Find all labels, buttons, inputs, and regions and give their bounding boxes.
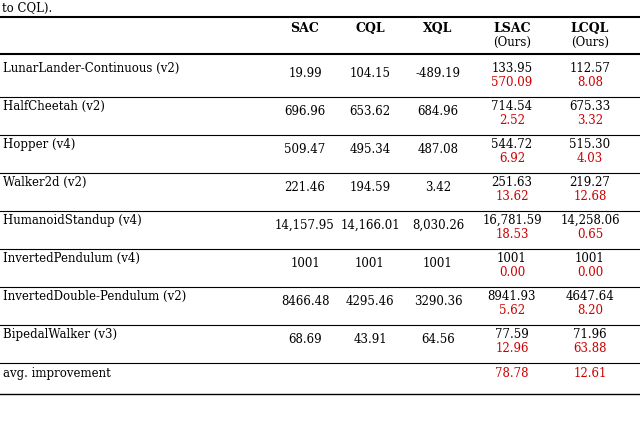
- Text: 544.72: 544.72: [492, 138, 532, 151]
- Text: 696.96: 696.96: [284, 105, 326, 118]
- Text: 133.95: 133.95: [492, 62, 532, 75]
- Text: XQL: XQL: [423, 22, 452, 35]
- Text: 515.30: 515.30: [570, 138, 611, 151]
- Text: 675.33: 675.33: [570, 100, 611, 113]
- Text: BipedalWalker (v3): BipedalWalker (v3): [3, 327, 117, 340]
- Text: 12.68: 12.68: [573, 190, 607, 203]
- Text: 1001: 1001: [290, 256, 320, 269]
- Text: 8.20: 8.20: [577, 303, 603, 316]
- Text: 684.96: 684.96: [417, 105, 459, 118]
- Text: -489.19: -489.19: [415, 67, 461, 79]
- Text: SAC: SAC: [291, 22, 319, 35]
- Text: 8466.48: 8466.48: [281, 294, 329, 307]
- Text: 8,030.26: 8,030.26: [412, 218, 464, 231]
- Text: 1001: 1001: [497, 251, 527, 264]
- Text: 68.69: 68.69: [288, 332, 322, 345]
- Text: 570.09: 570.09: [492, 76, 532, 89]
- Text: 1001: 1001: [575, 251, 605, 264]
- Text: 77.59: 77.59: [495, 327, 529, 340]
- Text: 714.54: 714.54: [492, 100, 532, 113]
- Text: CQL: CQL: [355, 22, 385, 35]
- Text: 8941.93: 8941.93: [488, 289, 536, 302]
- Text: 43.91: 43.91: [353, 332, 387, 345]
- Text: 0.00: 0.00: [577, 265, 603, 278]
- Text: 78.78: 78.78: [495, 366, 529, 379]
- Text: 487.08: 487.08: [417, 142, 458, 155]
- Text: 3.32: 3.32: [577, 114, 603, 127]
- Text: LCQL: LCQL: [571, 22, 609, 35]
- Text: 71.96: 71.96: [573, 327, 607, 340]
- Text: 509.47: 509.47: [284, 142, 326, 155]
- Text: to CQL).: to CQL).: [2, 2, 52, 15]
- Text: 16,781.59: 16,781.59: [482, 214, 542, 227]
- Text: 221.46: 221.46: [285, 181, 325, 194]
- Text: 0.00: 0.00: [499, 265, 525, 278]
- Text: 19.99: 19.99: [288, 67, 322, 79]
- Text: Walker2d (v2): Walker2d (v2): [3, 176, 86, 188]
- Text: 14,157.95: 14,157.95: [275, 218, 335, 231]
- Text: 2.52: 2.52: [499, 114, 525, 127]
- Text: 3290.36: 3290.36: [413, 294, 462, 307]
- Text: 18.53: 18.53: [495, 227, 529, 240]
- Text: 251.63: 251.63: [492, 176, 532, 188]
- Text: HumanoidStandup (v4): HumanoidStandup (v4): [3, 214, 141, 227]
- Text: 12.61: 12.61: [573, 366, 607, 379]
- Text: LSAC: LSAC: [493, 22, 531, 35]
- Text: 12.96: 12.96: [495, 341, 529, 354]
- Text: avg. improvement: avg. improvement: [3, 366, 111, 379]
- Text: 1001: 1001: [355, 256, 385, 269]
- Text: 495.34: 495.34: [349, 142, 390, 155]
- Text: 653.62: 653.62: [349, 105, 390, 118]
- Text: (Ours): (Ours): [571, 36, 609, 49]
- Text: 6.92: 6.92: [499, 151, 525, 164]
- Text: 104.15: 104.15: [349, 67, 390, 79]
- Text: 13.62: 13.62: [495, 190, 529, 203]
- Text: HalfCheetah (v2): HalfCheetah (v2): [3, 100, 105, 113]
- Text: InvertedDouble-Pendulum (v2): InvertedDouble-Pendulum (v2): [3, 289, 186, 302]
- Text: (Ours): (Ours): [493, 36, 531, 49]
- Text: 63.88: 63.88: [573, 341, 607, 354]
- Text: 219.27: 219.27: [570, 176, 611, 188]
- Text: 1001: 1001: [423, 256, 453, 269]
- Text: 0.65: 0.65: [577, 227, 603, 240]
- Text: InvertedPendulum (v4): InvertedPendulum (v4): [3, 251, 140, 264]
- Text: 64.56: 64.56: [421, 332, 455, 345]
- Text: 5.62: 5.62: [499, 303, 525, 316]
- Text: 8.08: 8.08: [577, 76, 603, 89]
- Text: 14,258.06: 14,258.06: [560, 214, 620, 227]
- Text: LunarLander-Continuous (v2): LunarLander-Continuous (v2): [3, 62, 179, 75]
- Text: 4295.46: 4295.46: [346, 294, 394, 307]
- Text: 4647.64: 4647.64: [566, 289, 614, 302]
- Text: Hopper (v4): Hopper (v4): [3, 138, 76, 151]
- Text: 4.03: 4.03: [577, 151, 603, 164]
- Text: 194.59: 194.59: [349, 181, 390, 194]
- Text: 112.57: 112.57: [570, 62, 611, 75]
- Text: 3.42: 3.42: [425, 181, 451, 194]
- Text: 14,166.01: 14,166.01: [340, 218, 400, 231]
